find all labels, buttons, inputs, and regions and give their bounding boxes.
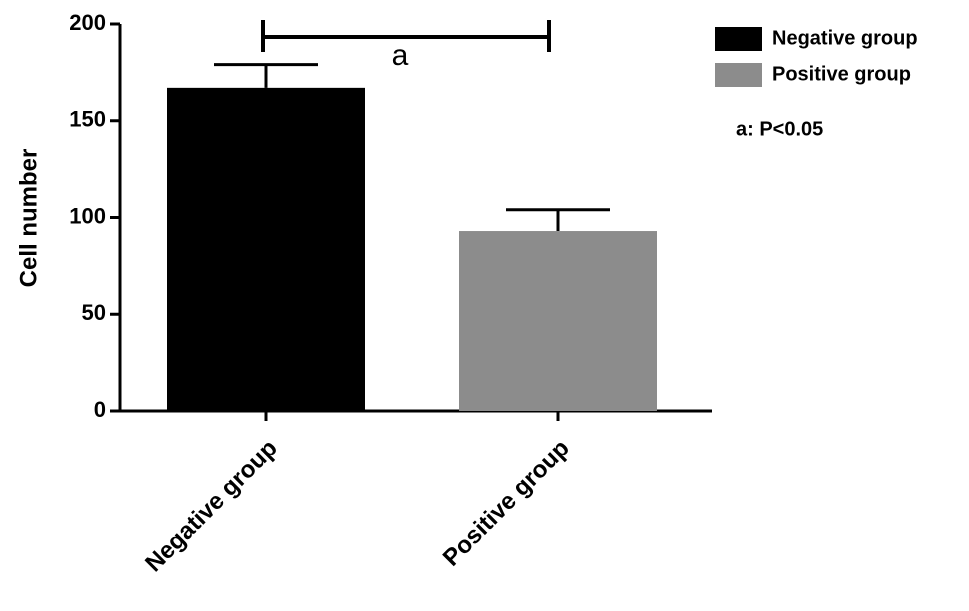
- legend-label: Positive group: [772, 63, 911, 85]
- y-axis-label: Cell number: [15, 149, 42, 288]
- y-tick-label: 0: [94, 397, 106, 422]
- y-tick-label: 150: [69, 107, 106, 132]
- y-tick-label: 50: [82, 300, 106, 325]
- significance-bracket: [261, 20, 551, 52]
- legend-swatch: [715, 27, 762, 51]
- bracket-label: a: [392, 39, 409, 72]
- y-tick-label: 100: [69, 203, 106, 228]
- error-bar: [506, 208, 610, 232]
- bar: [167, 87, 365, 411]
- note: a: P<0.05: [736, 118, 823, 140]
- x-tick-label: Positive group: [438, 435, 575, 572]
- x-tick-label: Negative group: [140, 435, 283, 578]
- legend-swatch: [715, 63, 762, 87]
- y-tick-label: 200: [69, 10, 106, 35]
- bar: [459, 231, 657, 411]
- error-bar: [214, 63, 318, 88]
- legend-label: Negative group: [772, 27, 918, 49]
